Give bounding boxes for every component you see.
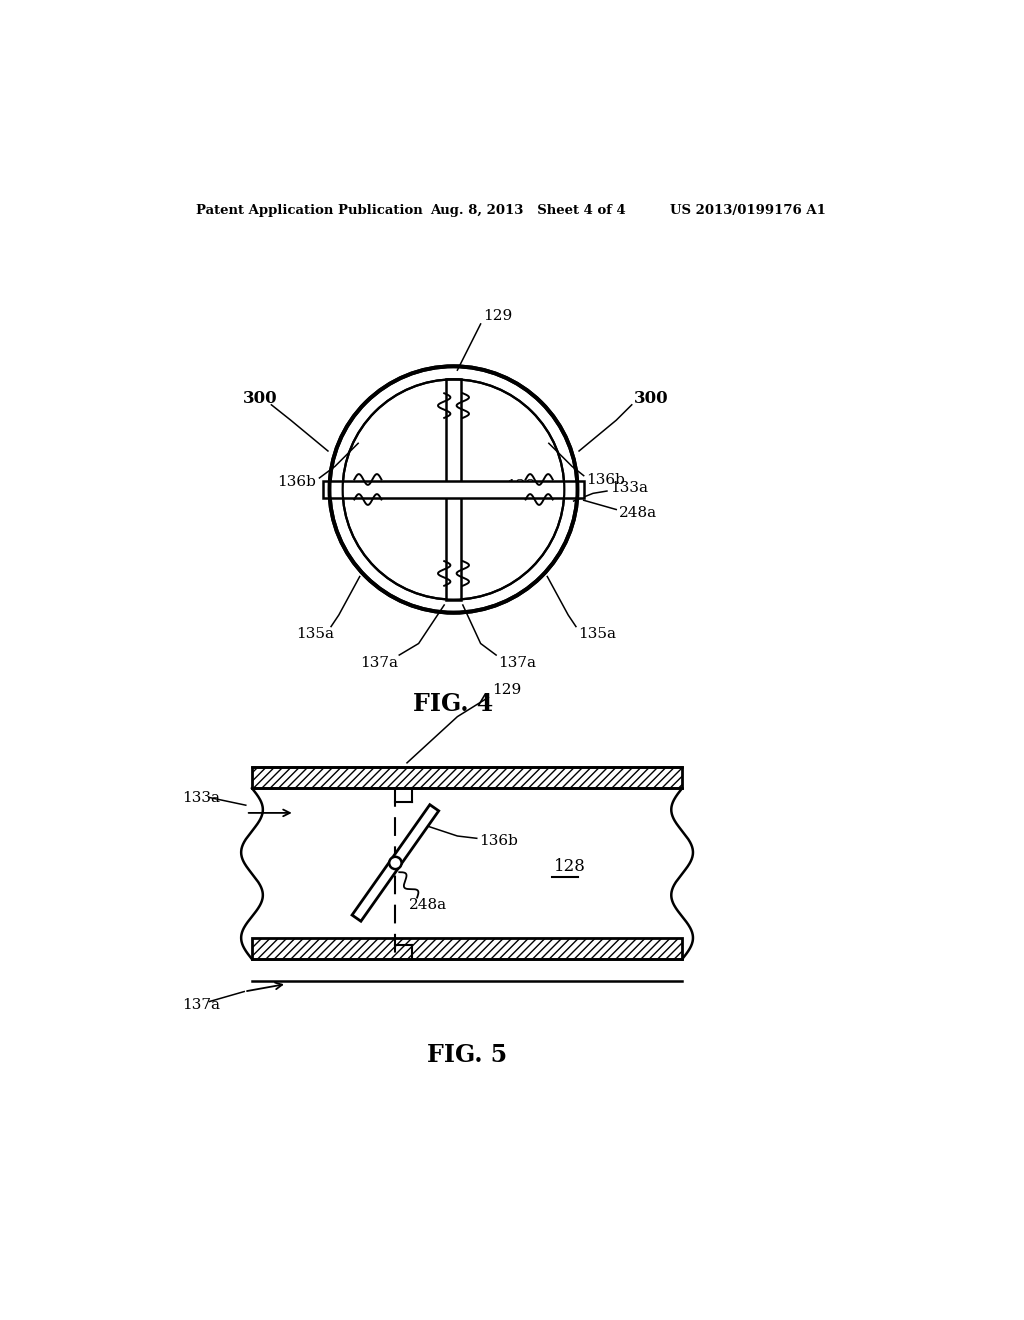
Text: 248a: 248a — [410, 899, 447, 912]
Bar — [445, 379, 461, 599]
Bar — [324, 480, 584, 498]
Circle shape — [389, 857, 401, 869]
Text: FIG. 5: FIG. 5 — [427, 1043, 507, 1068]
Text: 136b: 136b — [479, 834, 518, 849]
Text: 300: 300 — [243, 391, 278, 407]
Bar — [252, 767, 682, 788]
Text: 128: 128 — [506, 479, 536, 492]
Text: 137a: 137a — [182, 998, 220, 1012]
Text: 136b: 136b — [276, 475, 315, 488]
Bar — [252, 937, 682, 960]
Text: 137a: 137a — [360, 656, 398, 669]
Text: 135a: 135a — [579, 627, 616, 642]
Text: US 2013/0199176 A1: US 2013/0199176 A1 — [671, 205, 826, 218]
Text: 300: 300 — [634, 391, 669, 407]
Text: FIG. 4: FIG. 4 — [414, 692, 494, 715]
Text: 133a: 133a — [182, 791, 220, 804]
Text: 135a: 135a — [296, 627, 334, 642]
Text: Aug. 8, 2013   Sheet 4 of 4: Aug. 8, 2013 Sheet 4 of 4 — [430, 205, 626, 218]
Text: 248a: 248a — [618, 507, 656, 520]
Text: 137a: 137a — [499, 656, 537, 669]
Text: Patent Application Publication: Patent Application Publication — [197, 205, 423, 218]
Text: 129: 129 — [493, 682, 521, 697]
Text: 133a: 133a — [610, 480, 648, 495]
Text: 136b: 136b — [586, 474, 625, 487]
Text: 129: 129 — [483, 309, 512, 323]
Text: 128: 128 — [554, 858, 586, 875]
Circle shape — [330, 366, 578, 612]
Bar — [352, 805, 438, 921]
